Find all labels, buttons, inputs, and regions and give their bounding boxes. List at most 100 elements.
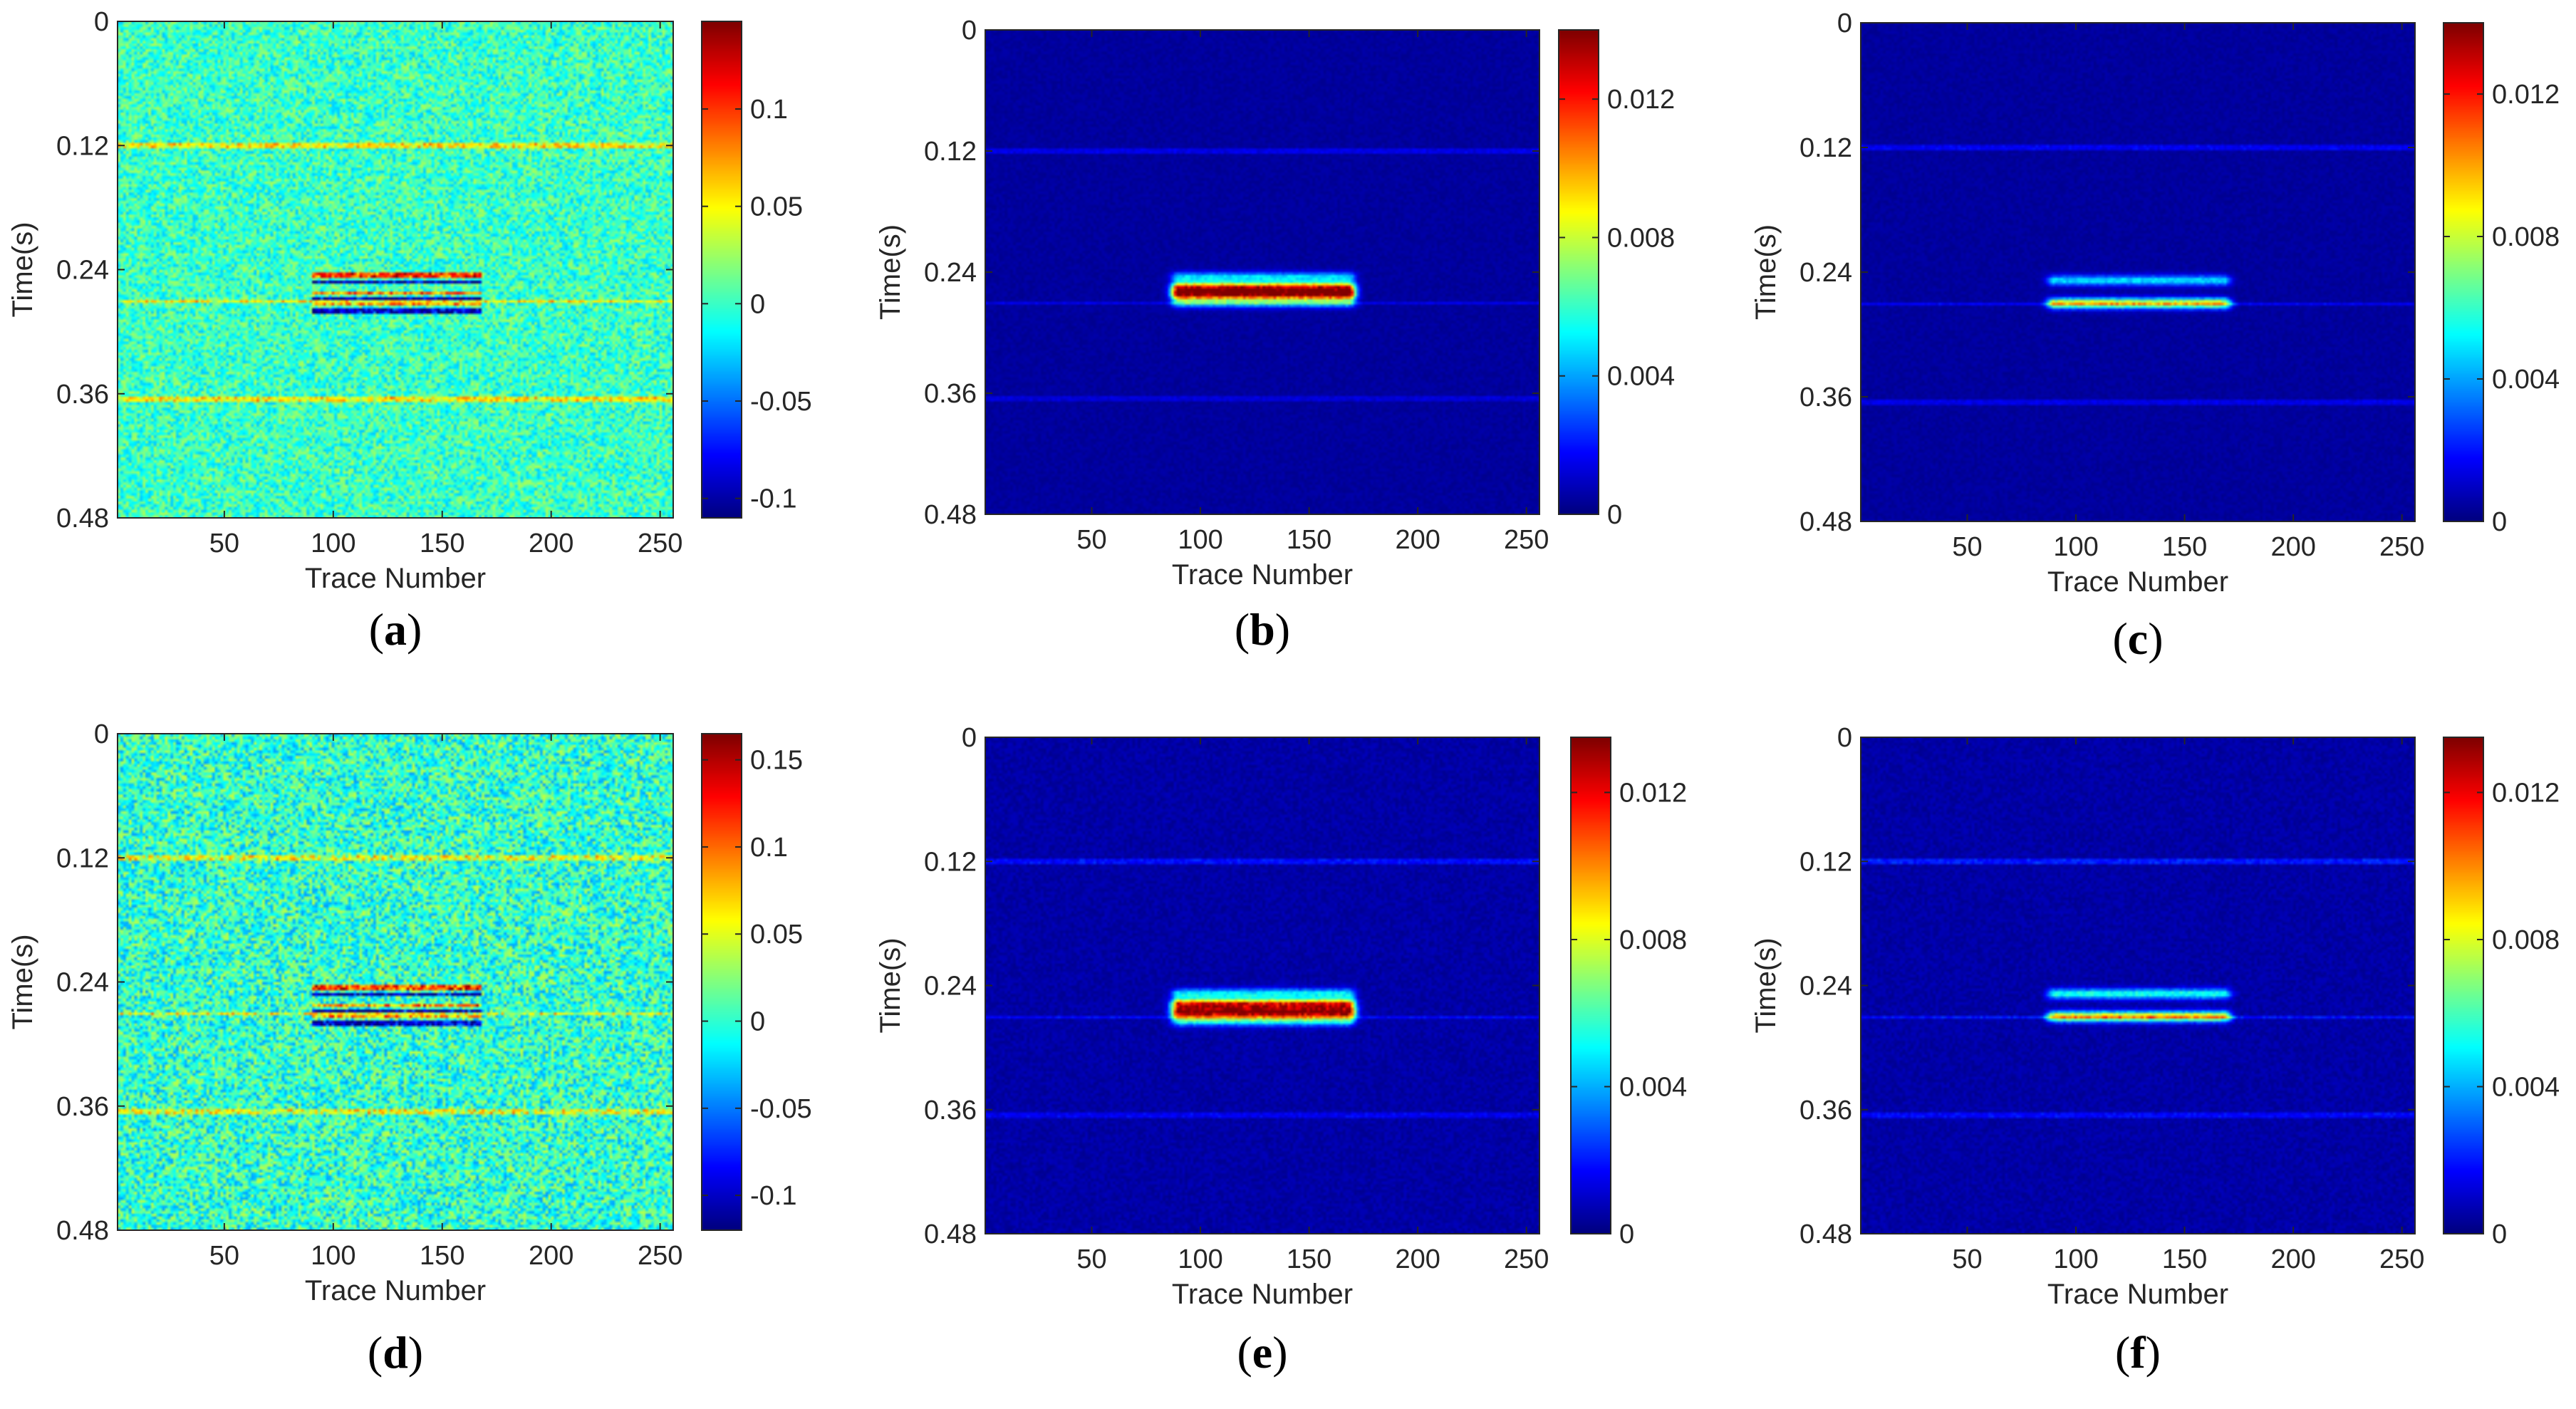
y-tick-label: 0.36 (1799, 383, 1852, 412)
x-tick-label: 250 (2379, 1244, 2424, 1274)
y-tick-label: 0.12 (56, 843, 109, 873)
colorbar-tick-label: 0.012 (1619, 778, 1687, 808)
y-axis-label: Time(s) (875, 224, 906, 320)
panel-f: 50 100 150 200 250 0 0.12 0.24 0.36 0.48 Trace Num… (1750, 723, 2560, 1378)
x-tick-label: 150 (420, 1241, 464, 1271)
x-tick-label: 100 (1178, 525, 1222, 555)
x-tick-label: 100 (311, 1241, 355, 1271)
x-tick-label: 250 (1504, 525, 1549, 555)
y-tick-label: 0.12 (1799, 847, 1852, 877)
colorbar-frame (1558, 29, 1599, 515)
colorbar-tick-label: 0.004 (1607, 362, 1675, 392)
x-tick-label: 250 (1504, 1244, 1549, 1274)
heatmap-image (118, 21, 673, 518)
y-tick-label: 0.24 (924, 972, 977, 1002)
x-tick-label: 50 (1076, 1244, 1106, 1274)
y-tick-label: 0 (1837, 723, 1852, 753)
y-tick-label: 0.12 (924, 847, 977, 877)
y-tick-label: 0 (962, 723, 977, 753)
y-tick-label: 0.24 (1799, 258, 1852, 288)
y-axis-label: Time(s) (875, 937, 906, 1033)
colorbar-gradient (702, 734, 742, 1230)
y-tick-label: 0.48 (924, 500, 977, 530)
x-tick-label: 50 (1076, 525, 1106, 555)
x-tick-label: 50 (209, 1241, 239, 1271)
colorbar-frame (701, 733, 742, 1231)
y-tick-label: 0.36 (1799, 1096, 1852, 1125)
colorbar-tick-label: -0.05 (750, 387, 812, 417)
y-tick-label: 0 (962, 16, 977, 46)
x-tick-label: 100 (2053, 1244, 2098, 1274)
colorbar-tick-label: 0 (1619, 1220, 1634, 1249)
x-tick-label: 200 (529, 529, 573, 558)
colorbar-frame (1570, 737, 1611, 1234)
y-axis-label: Time(s) (7, 222, 38, 317)
colorbar-tick-label: -0.1 (750, 484, 796, 514)
panel-label: (d) (368, 1327, 423, 1378)
y-axis-label: Time(s) (1750, 224, 1782, 320)
x-tick-label: 100 (2053, 532, 2098, 562)
colorbar-tick-label: 0.008 (2492, 222, 2560, 252)
x-tick-label: 250 (2379, 532, 2424, 562)
y-tick-label: 0.12 (56, 131, 109, 161)
y-axis-label: Time(s) (1750, 937, 1782, 1033)
y-tick-label: 0 (94, 719, 109, 749)
colorbar-tick-label: -0.05 (750, 1094, 812, 1124)
colorbar-gradient (2443, 23, 2483, 521)
colorbar-tick-label: 0 (750, 1007, 765, 1037)
heatmap-image (985, 30, 1539, 514)
panel-label: (f) (2115, 1327, 2161, 1378)
y-axis-label: Time(s) (7, 934, 38, 1029)
colorbar-tick-label: 0.1 (750, 833, 788, 863)
panel-label: (e) (1237, 1327, 1287, 1378)
x-tick-label: 250 (638, 1241, 682, 1271)
colorbar-tick-label: 0.05 (750, 920, 803, 950)
colorbar-tick-label: 0.05 (750, 192, 803, 222)
x-axis-label: Trace Number (2047, 1279, 2228, 1310)
colorbar-gradient (2443, 737, 2483, 1234)
x-tick-label: 200 (1395, 525, 1440, 555)
y-tick-label: 0 (94, 7, 109, 37)
heatmap-image (118, 734, 673, 1230)
x-axis-label: Trace Number (1172, 559, 1353, 591)
colorbar-gradient (1559, 30, 1599, 514)
y-tick-label: 0.48 (56, 1216, 109, 1246)
colorbar-frame (2443, 737, 2484, 1234)
heatmap-image (1861, 737, 2415, 1234)
colorbar-tick-label: 0.15 (750, 746, 803, 776)
y-tick-label: 0.24 (1799, 972, 1852, 1002)
colorbar: 0.012 0.008 0.004 0 (2443, 22, 2560, 537)
x-tick-label: 100 (1178, 1244, 1222, 1274)
y-tick-label: 0.24 (56, 256, 109, 286)
y-tick-label: 0.12 (1799, 133, 1852, 163)
x-tick-label: 200 (2270, 532, 2315, 562)
colorbar-tick-label: 0 (2492, 1220, 2507, 1249)
x-tick-label: 150 (1287, 525, 1331, 555)
x-tick-label: 150 (420, 529, 464, 558)
x-tick-label: 100 (311, 529, 355, 558)
y-tick-label: 0.36 (924, 1096, 977, 1125)
y-tick-label: 0.36 (924, 379, 977, 409)
panel-label: (c) (2112, 613, 2163, 664)
x-tick-label: 200 (529, 1241, 573, 1271)
panel-d: 50 100 150 200 250 0 0.12 0.24 0.36 0.48 Trace Num… (7, 719, 812, 1378)
panel-label: (a) (369, 604, 422, 655)
colorbar-frame (701, 21, 742, 519)
x-tick-label: 150 (2162, 1244, 2207, 1274)
colorbar: 0.012 0.008 0.004 0 (1570, 737, 1687, 1249)
y-tick-label: 0.24 (924, 258, 977, 288)
colorbar-gradient (702, 21, 742, 518)
y-tick-label: 0.48 (1799, 507, 1852, 537)
heatmap-image (1861, 23, 2415, 521)
colorbar: 0.15 0.1 0.05 0 -0.05 -0.1 (701, 733, 812, 1231)
y-tick-label: 0 (1837, 9, 1852, 38)
heatmap-image (985, 737, 1539, 1234)
x-tick-label: 150 (1287, 1244, 1331, 1274)
colorbar-tick-label: 0.008 (1607, 223, 1675, 253)
colorbar-tick-label: 0 (2492, 507, 2507, 537)
x-axis-label: Trace Number (1172, 1279, 1353, 1310)
colorbar-tick-label: 0.012 (2492, 778, 2560, 808)
x-tick-label: 50 (1952, 532, 1982, 562)
x-tick-label: 50 (1952, 1244, 1982, 1274)
y-tick-label: 0.48 (924, 1220, 977, 1249)
